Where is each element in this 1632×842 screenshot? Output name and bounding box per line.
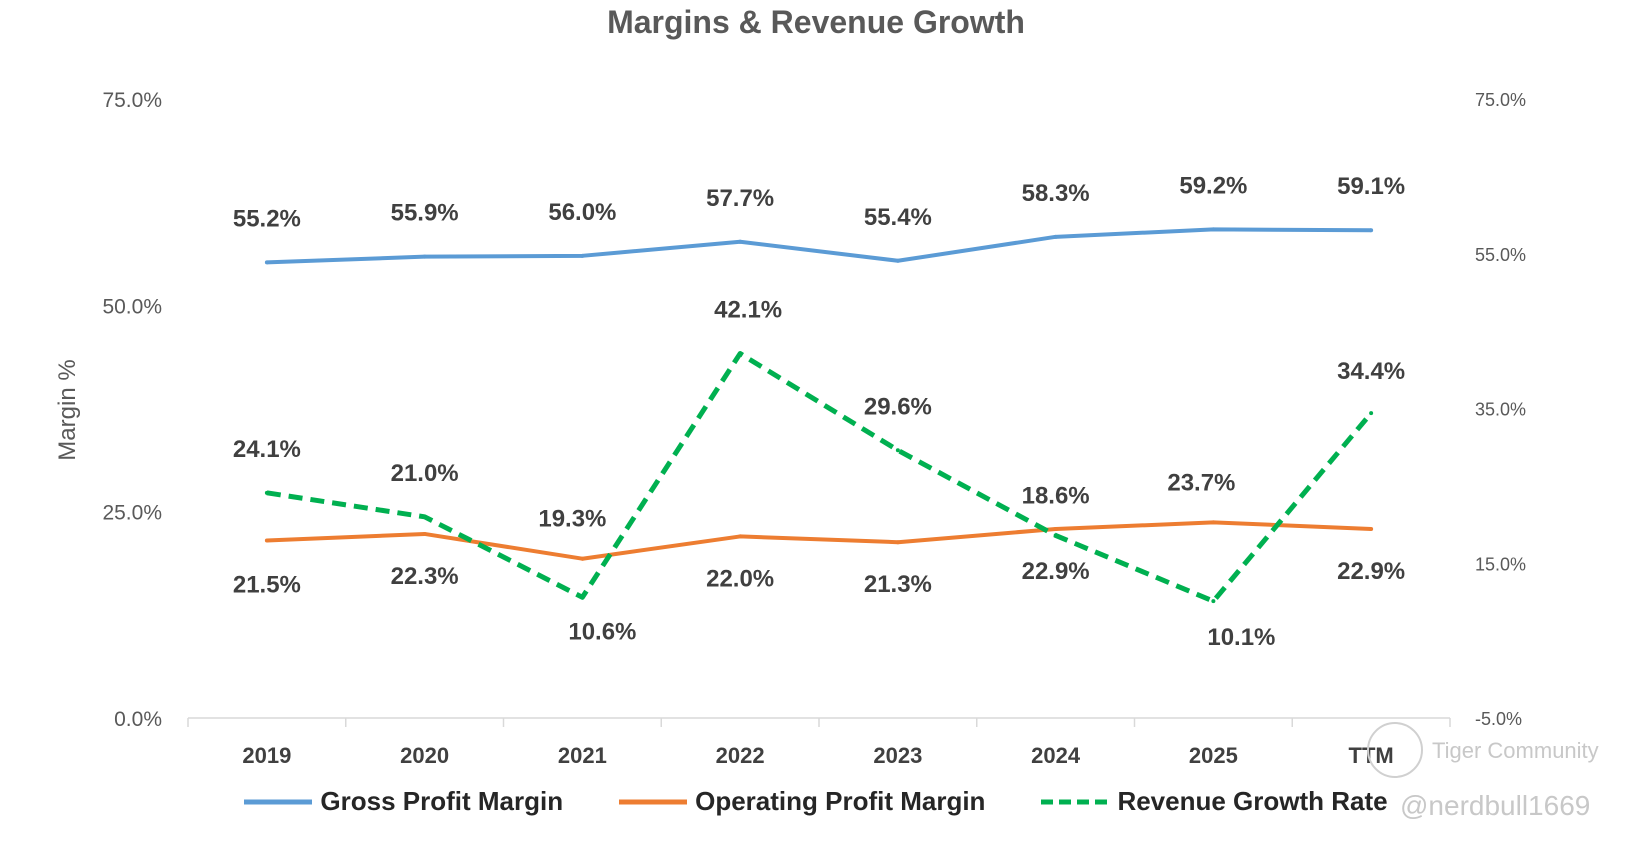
data-point [738,534,743,539]
data-point [264,490,269,495]
data-label: 22.9% [1022,558,1090,585]
data-point [1369,526,1374,531]
legend-label: Revenue Growth Rate [1117,786,1388,816]
data-point [1369,411,1374,416]
data-point [738,351,743,356]
right-y-tick-label: 75.0% [1475,90,1526,110]
x-tick-label: 2022 [716,743,765,768]
data-point [895,258,900,263]
data-label: 18.6% [1022,482,1090,509]
legend-item-revenue[interactable]: Revenue Growth Rate [1041,786,1388,817]
legend-label: Operating Profit Margin [695,786,986,816]
data-label: 10.6% [568,618,636,645]
data-label: 57.7% [706,185,774,212]
series-line-operating-profit-margin [266,520,1372,561]
data-label: 19.3% [538,506,606,533]
data-label: 21.0% [391,460,459,487]
data-point [580,253,585,258]
data-label: 42.1% [714,297,782,324]
left-y-tick-label: 0.0% [114,708,162,731]
data-point [1053,533,1058,538]
legend-item-gross[interactable]: Gross Profit Margin [244,786,563,817]
data-point [1211,520,1216,525]
data-point [1369,228,1374,233]
legend-swatch-revenue [1041,799,1110,804]
data-label: 22.0% [706,565,774,592]
watermark-handle: @nerdbull1669 [1400,790,1591,821]
data-label: 55.9% [391,200,459,227]
data-label: 55.4% [864,204,932,231]
data-point [264,538,269,543]
legend-swatch-operating [619,799,688,804]
data-label: 22.3% [391,563,459,590]
data-label: 56.0% [548,199,616,226]
data-label: 10.1% [1207,624,1275,651]
x-tick-label: 2023 [873,743,922,768]
data-label: 23.7% [1167,469,1235,496]
x-tick-label: 2025 [1189,743,1238,768]
right-y-tick-label: -5.0% [1475,709,1522,729]
series-line-gross-profit-margin [266,227,1372,265]
right-y-tick-label: 15.0% [1475,554,1526,574]
right-y-tick-label: 35.0% [1475,400,1526,420]
data-label: 34.4% [1337,358,1405,385]
data-label: 59.1% [1337,173,1405,200]
watermark-brand: Tiger Community [1432,738,1599,763]
series-line-revenue-growth-rate [266,351,1374,604]
data-point [738,239,743,244]
data-point [422,531,427,536]
data-label: 29.6% [864,393,932,420]
right-y-tick-label: 55.0% [1475,245,1526,265]
legend-swatch-gross [244,799,313,804]
y-axis-title: Margin % [54,359,81,460]
left-y-tick-label: 50.0% [102,295,162,318]
data-point [1211,227,1216,232]
data-label: 21.3% [864,571,932,598]
data-point [422,514,427,519]
x-tick-label: 2024 [1031,743,1081,768]
data-point [895,540,900,545]
data-point [895,448,900,453]
legend: Gross Profit Margin Operating Profit Mar… [0,786,1632,817]
data-point [1053,234,1058,239]
data-label: 55.2% [233,205,301,232]
left-y-tick-label: 75.0% [102,89,162,112]
legend-item-operating[interactable]: Operating Profit Margin [619,786,985,817]
tiger-logo-icon [1367,722,1423,778]
x-tick-label: 2019 [242,743,291,768]
data-point [1053,526,1058,531]
data-label: 22.9% [1337,558,1405,585]
data-label: 24.1% [233,436,301,463]
data-point [580,595,585,600]
data-label: 21.5% [233,572,301,599]
chart-title: Margins & Revenue Growth [607,4,1025,40]
data-label: 58.3% [1022,180,1090,207]
data-label: 59.2% [1179,172,1247,199]
data-point [1211,599,1216,604]
legend-label: Gross Profit Margin [320,786,564,816]
left-y-tick-label: 25.0% [102,502,162,525]
x-tick-label: 2021 [558,743,607,768]
data-point [580,556,585,561]
data-point [264,260,269,265]
x-tick-label: 2020 [400,743,449,768]
data-point [422,254,427,259]
